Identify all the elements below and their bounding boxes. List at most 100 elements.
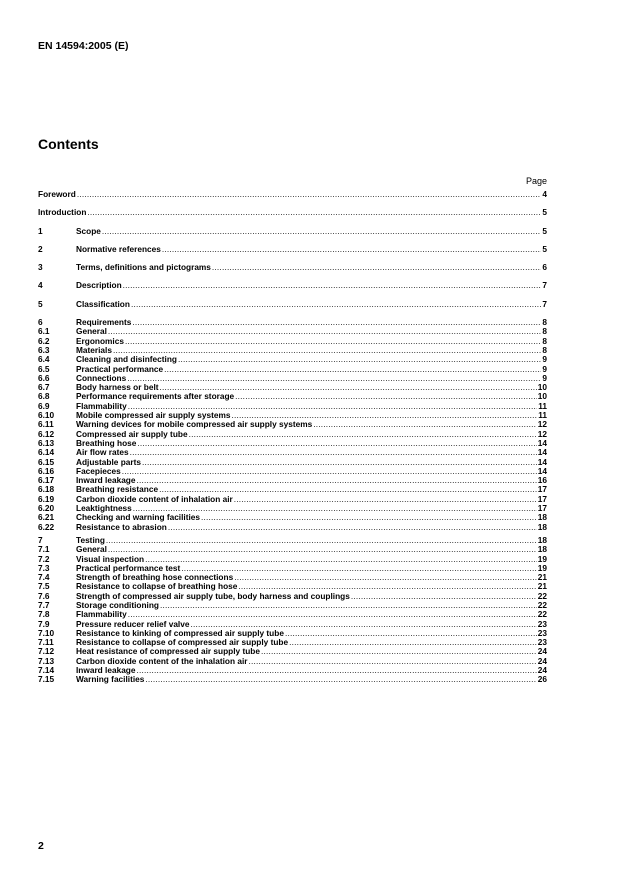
toc-entry[interactable]: 6.14 Air flow rates 14 xyxy=(38,447,547,458)
toc-entry-page: 19 xyxy=(537,553,547,564)
toc-entry[interactable]: 7.13 Carbon dioxide content of the inhala… xyxy=(38,655,547,666)
toc-entry-title: Carbon dioxide content of the inhalation… xyxy=(76,655,248,666)
toc-entry-number: 6.8 xyxy=(38,391,50,402)
toc-entry-title: Requirements xyxy=(76,317,132,328)
toc-entry[interactable]: 7.1 General 18 xyxy=(38,544,547,555)
toc-entry[interactable]: 6.12 Compressed air supply tube 12 xyxy=(38,429,547,439)
toc-entry[interactable]: 7.11 Resistance to collapse of compressed… xyxy=(38,637,547,647)
toc-entry[interactable]: 3 Terms, definitions and pictograms 6 xyxy=(38,262,547,273)
toc-entry[interactable]: 6.2 Ergonomics 8 xyxy=(38,336,547,346)
toc-entry-title: Inward leakage xyxy=(76,665,136,676)
toc-entry-title: Scope xyxy=(76,225,101,236)
toc-entry-number: 7.8 xyxy=(38,609,50,620)
toc-entry-title: Heat resistance of compressed air supply… xyxy=(76,646,260,657)
toc-dot-leader xyxy=(248,657,536,666)
toc-entry[interactable]: Introduction 5 xyxy=(38,207,547,217)
toc-dot-leader xyxy=(168,523,537,532)
toc-entry[interactable]: 7.12 Heat resistance of compressed air su… xyxy=(38,646,547,657)
toc-entry[interactable]: 6.18 Breathing resistance 17 xyxy=(38,484,547,495)
toc-entry-title: Warning facilities xyxy=(76,674,145,685)
toc-entry-title: Terms, definitions and pictograms xyxy=(76,262,211,273)
toc-entry[interactable]: 6.22 Resistance to abrasion 18 xyxy=(38,522,547,532)
toc-entry-number: 7.7 xyxy=(38,599,50,610)
toc-entry-number: 6.6 xyxy=(38,372,50,383)
toc-entry[interactable]: 7.2 Visual inspection 19 xyxy=(38,553,547,564)
toc-entry-title: Body harness or belt xyxy=(76,382,159,393)
toc-entry-page: 5 xyxy=(542,243,547,254)
document-id: EN 14594:2005 (E) xyxy=(38,40,129,52)
toc-entry-page: 18 xyxy=(537,544,547,555)
toc-entry[interactable]: 7.15 Warning facilities 26 xyxy=(38,674,547,685)
toc-entry[interactable]: 6.19 Carbon dioxide content of inhalation… xyxy=(38,493,547,504)
toc-entry[interactable]: 2 Normative references 5 xyxy=(38,243,547,254)
toc-entry-number: 4 xyxy=(38,280,43,291)
toc-entry-number: 7.2 xyxy=(38,553,50,564)
toc-entry[interactable]: 7.5 Resistance to collapse of breathing h… xyxy=(38,582,547,592)
toc-entry-page: 23 xyxy=(537,618,547,629)
toc-dot-leader xyxy=(128,610,537,619)
toc-entry[interactable]: 7.7 Storage conditioning 22 xyxy=(38,599,547,610)
toc-entry[interactable]: 6.20 Leaktightness 17 xyxy=(38,503,547,514)
toc-entry-page: 8 xyxy=(542,344,547,355)
toc-entry[interactable]: 6.9 Flammability 11 xyxy=(38,401,547,411)
toc-entry-number: 6.15 xyxy=(38,456,55,467)
toc-entry-page: 22 xyxy=(537,609,547,620)
toc-entry[interactable]: 6.7 Body harness or belt 10 xyxy=(38,382,547,393)
toc-entry[interactable]: 7 Testing 18 xyxy=(38,534,547,545)
toc-entry[interactable]: 6.21 Checking and warning facilities 18 xyxy=(38,512,547,523)
toc-dot-leader xyxy=(137,476,537,485)
toc-entry[interactable]: 7.14 Inward leakage 24 xyxy=(38,665,547,676)
toc-entry[interactable]: 6.13 Breathing hose 14 xyxy=(38,437,547,448)
toc-entry-page: 16 xyxy=(537,475,547,486)
toc-entry-page: 9 xyxy=(542,354,547,365)
toc-dot-leader xyxy=(178,355,541,364)
toc-entry-title: Checking and warning facilities xyxy=(76,512,201,523)
toc-entry[interactable]: 6.11 Warning devices for mobile compresse… xyxy=(38,419,547,430)
toc-entry[interactable]: 6.15 Adjustable parts 14 xyxy=(38,456,547,467)
toc-entry-title: Leaktightness xyxy=(76,503,132,514)
toc-entry[interactable]: 6.1 General 8 xyxy=(38,327,547,337)
toc-entry[interactable]: 7.6 Strength of compressed air supply tub… xyxy=(38,591,547,601)
toc-entry-number: 7.12 xyxy=(38,646,55,657)
toc-entry-number: 6.4 xyxy=(38,354,50,365)
toc-entry[interactable]: 6 Requirements 8 xyxy=(38,317,547,328)
toc-entry-page: 14 xyxy=(537,447,547,458)
toc-entry-page: 18 xyxy=(537,534,547,545)
toc-entry[interactable]: 6.10 Mobile compressed air supply systems… xyxy=(38,410,547,421)
toc-entry-number: 6.14 xyxy=(38,447,55,458)
toc-entry-number: 6 xyxy=(38,317,43,328)
toc-entry-number: 1 xyxy=(38,225,43,236)
toc-entry-title: Storage conditioning xyxy=(76,599,159,610)
toc-entry[interactable]: 7.8 Flammability 22 xyxy=(38,609,547,620)
toc-entry-page: 11 xyxy=(538,410,547,421)
toc-entry[interactable]: 7.3 Practical performance test 19 xyxy=(38,562,547,573)
toc-entry-number: 7.9 xyxy=(38,618,50,629)
toc-dot-leader xyxy=(162,245,542,254)
toc-entry-title: Performance requirements after storage xyxy=(76,391,235,402)
toc-entry[interactable]: 7.10 Resistance to kinking of compressed … xyxy=(38,628,547,638)
toc-entry[interactable]: 6.17 Inward leakage 16 xyxy=(38,475,547,486)
toc-entry-title: Connections xyxy=(76,372,127,383)
toc-dot-leader xyxy=(234,573,537,582)
toc-entry-page: 12 xyxy=(537,419,547,430)
toc-entry[interactable]: 6.16 Facepieces 14 xyxy=(38,466,547,476)
toc-entry[interactable]: 7.4 Strength of breathing hose connection… xyxy=(38,572,547,582)
toc-dot-leader xyxy=(123,281,542,290)
toc-entry[interactable]: 6.8 Performance requirements after storag… xyxy=(38,391,547,402)
toc-entry[interactable]: 6.6 Connections 9 xyxy=(38,372,547,383)
toc-entry[interactable]: 5 Classification 7 xyxy=(38,299,547,309)
toc-entry[interactable]: 7.9 Pressure reducer relief valve 23 xyxy=(38,618,547,629)
toc-entry[interactable]: 6.3 Materials 8 xyxy=(38,344,547,355)
toc-entry-page: 17 xyxy=(537,493,547,504)
toc-dot-leader xyxy=(108,545,537,554)
toc-entry[interactable]: 4 Description 7 xyxy=(38,280,547,291)
toc-entry[interactable]: 1 Scope 5 xyxy=(38,225,547,236)
toc-dot-leader xyxy=(181,564,537,573)
toc-entry[interactable]: Foreword 4 xyxy=(38,189,547,199)
toc-entry-title: Breathing resistance xyxy=(76,484,159,495)
toc-entry[interactable]: 6.5 Practical performance 9 xyxy=(38,364,547,374)
toc-dot-leader xyxy=(102,227,541,236)
toc-entry-number: 7.3 xyxy=(38,562,50,573)
toc-entry-page: 14 xyxy=(537,437,547,448)
toc-entry[interactable]: 6.4 Cleaning and disinfecting 9 xyxy=(38,354,547,365)
